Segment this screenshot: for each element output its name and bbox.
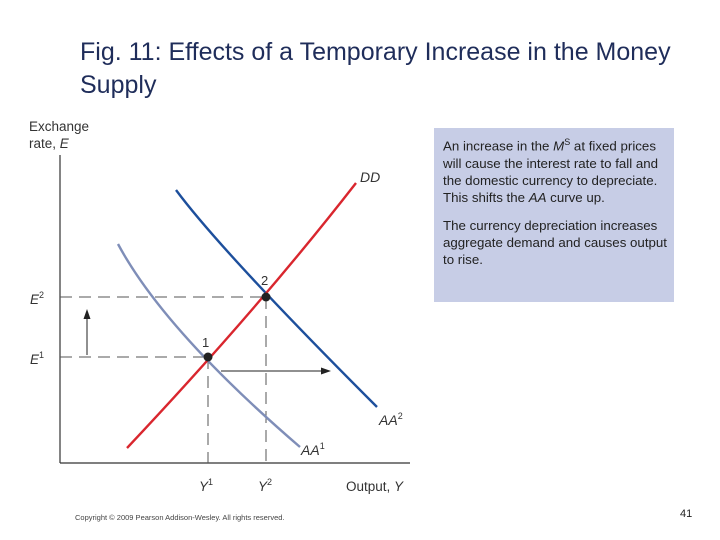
callout-paragraph-2: The currency depreciation increases aggr… <box>443 217 668 268</box>
dd-label: DD <box>360 169 380 185</box>
y2-tick-label: Y2 <box>258 477 272 494</box>
aa1-label: AA1 <box>300 441 325 458</box>
x-axis-label: Output, Y <box>346 479 404 494</box>
y-axis-label-line1: Exchange <box>29 119 89 134</box>
aa2-curve <box>175 189 378 408</box>
y-axis-label-line2: rate, E <box>29 136 70 151</box>
e1-tick-label: E1 <box>30 350 44 367</box>
aa2-label: AA2 <box>378 411 403 428</box>
slide-title: Fig. 11: Effects of a Temporary Increase… <box>80 38 671 99</box>
y1-tick-label: Y1 <box>199 477 213 494</box>
copyright-footer: Copyright © 2009 Pearson Addison-Wesley.… <box>75 513 285 522</box>
dd-curve <box>126 182 357 449</box>
explanation-callout: An increase in the MS at fixed prices wi… <box>434 128 674 302</box>
page-number: 41 <box>680 508 693 520</box>
upward-arrow <box>83 309 91 355</box>
e2-tick-label: E2 <box>30 290 44 307</box>
aa1-curve <box>116 243 301 448</box>
rightward-arrow <box>221 367 331 375</box>
equilibrium-point-1 <box>203 352 213 362</box>
callout-paragraph-1: An increase in the MS at fixed prices wi… <box>443 137 659 206</box>
equilibrium-point-2 <box>261 292 271 302</box>
point-2-label: 2 <box>261 273 268 288</box>
point-1-label: 1 <box>202 335 209 350</box>
